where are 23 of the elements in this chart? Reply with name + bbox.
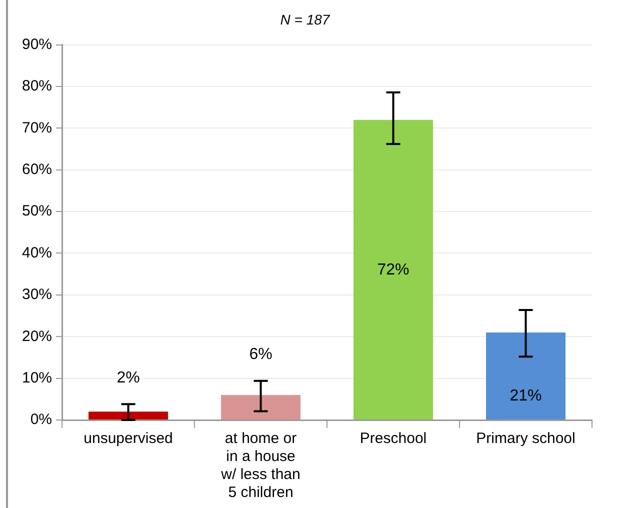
x-tick-label: unsupervised — [84, 430, 173, 448]
bar — [88, 412, 168, 420]
data-label: 72% — [377, 261, 410, 278]
y-tick-label: 10% — [22, 369, 52, 386]
y-tick-label: 60% — [22, 161, 52, 178]
x-tick-label: at home or in a house w/ less than 5 children — [220, 430, 300, 502]
y-tick-label: 20% — [22, 328, 52, 345]
y-tick-label: 40% — [22, 244, 52, 262]
y-tick-label: 90% — [22, 36, 52, 53]
bar — [221, 394, 301, 420]
y-tick-label: 30% — [22, 286, 52, 304]
bar — [354, 120, 434, 420]
y-tick-label: 0% — [30, 411, 52, 428]
y-tick-label: 70% — [22, 119, 52, 136]
x-tick-label: Primary school — [476, 430, 576, 448]
data-label: 2% — [116, 370, 140, 387]
chart-title: N = 187 — [280, 11, 331, 28]
x-tick-label: Preschool — [360, 430, 427, 448]
bar — [486, 332, 566, 420]
y-tick-label: 80% — [22, 78, 52, 95]
data-label: 6% — [249, 346, 272, 364]
data-label: 21% — [510, 387, 542, 404]
y-tick-label: 50% — [22, 202, 52, 220]
